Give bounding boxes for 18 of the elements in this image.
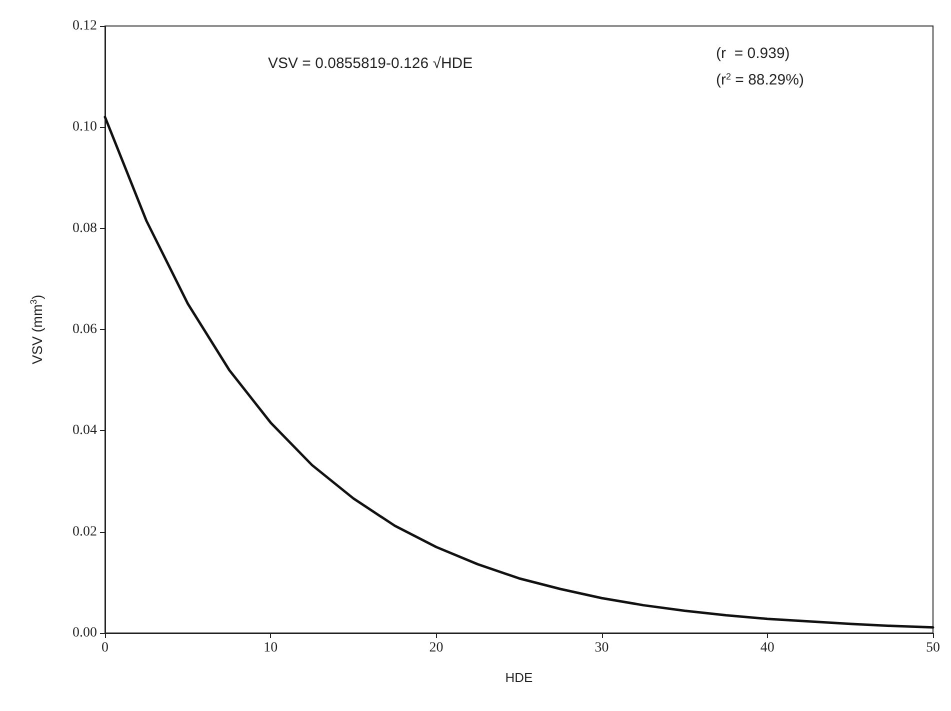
x-tick-label: 40 bbox=[760, 640, 774, 656]
x-tick-label: 50 bbox=[926, 640, 940, 656]
y-tick-label: 0.02 bbox=[72, 524, 97, 540]
annotation: (r = 0.939) bbox=[716, 45, 790, 62]
line-series bbox=[104, 116, 934, 629]
y-tick-label: 0.00 bbox=[72, 626, 97, 640]
y-tick-label: 0.12 bbox=[72, 18, 97, 34]
x-tick-label: 30 bbox=[594, 640, 609, 656]
annotation: VSV = 0.0855819-0.126 √HDE bbox=[268, 55, 473, 72]
x-axis-title: HDE bbox=[505, 670, 534, 685]
x-tick-label: 20 bbox=[429, 640, 444, 656]
y-tick-label: 0.06 bbox=[72, 322, 97, 337]
x-tick-label: 10 bbox=[264, 640, 278, 656]
x-tick-label: 0 bbox=[102, 640, 108, 656]
y-tick-label: 0.04 bbox=[72, 423, 97, 438]
y-tick-label: 0.10 bbox=[72, 120, 97, 135]
y-axis-title: VSV (mm3) bbox=[28, 294, 45, 364]
y-tick-label: 0.08 bbox=[72, 220, 97, 236]
